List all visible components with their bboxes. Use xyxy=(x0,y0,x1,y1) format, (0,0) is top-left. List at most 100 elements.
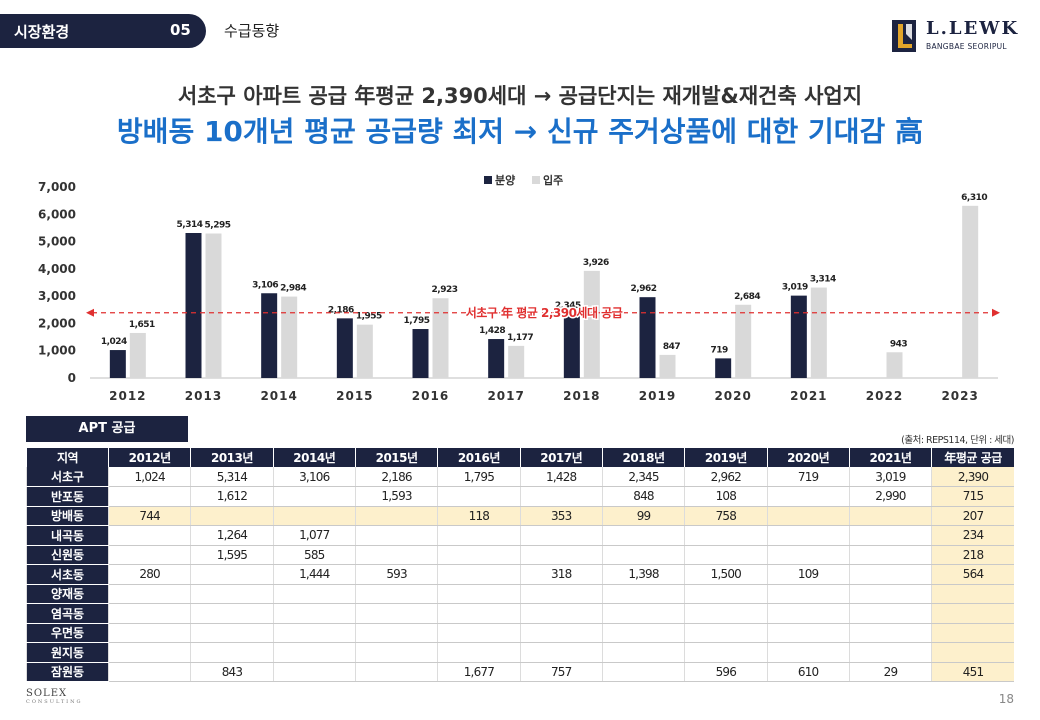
value-cell: 1,595 xyxy=(190,545,274,565)
header-column: 2015년 xyxy=(354,448,438,467)
table-row: 우면동 xyxy=(26,623,1014,643)
value-cell xyxy=(190,623,274,643)
bar-value-label: 2,186 xyxy=(328,305,354,315)
value-cell xyxy=(437,623,521,643)
value-cell: 2,962 xyxy=(684,467,767,487)
bar-bunyang xyxy=(715,358,732,378)
average-cell: 564 xyxy=(931,564,1014,585)
value-cell xyxy=(354,545,438,565)
average-cell: 207 xyxy=(931,506,1014,526)
bar-ipju xyxy=(205,233,222,378)
value-cell xyxy=(766,486,850,507)
value-cell: 1,795 xyxy=(437,467,521,487)
average-label: 서초구 年 평균 2,390세대 공급 xyxy=(466,305,623,320)
value-cell: 610 xyxy=(766,662,850,682)
table-row: 신원동 1,595 585 218 xyxy=(26,545,1014,565)
value-cell xyxy=(848,545,932,565)
apt-supply-table: 지역 2012년 2013년 2014년 2015년 2016년 2017년 2018년 201… xyxy=(26,448,1014,682)
bar-value-label: 1,955 xyxy=(356,312,382,322)
value-cell xyxy=(190,506,274,526)
value-cell: 848 xyxy=(601,486,685,507)
section-title: 시장환경 xyxy=(14,23,70,41)
header-column: 2018년 xyxy=(601,448,685,467)
value-cell: 1,264 xyxy=(190,525,274,546)
y-tick-label: 5,000 xyxy=(38,235,76,249)
region-cell: 서초동 xyxy=(26,564,109,585)
bar-value-label: 1,177 xyxy=(507,333,533,343)
value-cell xyxy=(519,642,603,663)
y-tick-label: 4,000 xyxy=(38,262,76,276)
bar-value-label: 1,428 xyxy=(479,326,505,336)
table-row: 잠원동 843 1,677 757 596 610 29 451 xyxy=(26,662,1014,682)
value-cell: 2,990 xyxy=(848,486,932,507)
value-cell xyxy=(766,545,850,565)
value-cell xyxy=(437,564,521,585)
value-cell xyxy=(437,603,521,624)
x-tick-label: 2021 xyxy=(790,389,827,403)
bar-bunyang xyxy=(185,233,202,378)
table-row: 내곡동 1,264 1,077 234 xyxy=(26,525,1014,546)
apt-supply-tag: APT 공급 xyxy=(26,416,188,442)
value-cell: 585 xyxy=(272,545,356,565)
value-cell: 758 xyxy=(684,506,767,526)
value-cell: 2,186 xyxy=(354,467,438,487)
bar-ipju xyxy=(583,270,600,378)
average-arrow-right xyxy=(992,308,1000,317)
bar-value-label: 943 xyxy=(890,339,908,349)
value-cell xyxy=(684,525,767,546)
brand-subname: BANGBAE SEORIPUL xyxy=(926,42,1007,51)
bar-ipju xyxy=(886,352,903,378)
header-column: 2020년 xyxy=(766,448,850,467)
x-tick-label: 2019 xyxy=(639,389,676,403)
value-cell xyxy=(190,603,274,624)
bar-value-label: 2,923 xyxy=(432,285,458,295)
value-cell xyxy=(766,506,850,526)
bar-bunyang xyxy=(563,314,580,378)
bar-value-label: 1,651 xyxy=(129,320,155,330)
header-region: 지역 xyxy=(26,448,109,467)
brand-mark-icon xyxy=(892,20,916,52)
value-cell: 2,345 xyxy=(601,467,685,487)
table-row: 서초구 1,024 5,314 3,106 2,186 1,795 1,428 2,345 2,… xyxy=(26,467,1014,487)
page-number: 18 xyxy=(998,692,1014,706)
value-cell: 3,019 xyxy=(848,467,932,487)
value-cell xyxy=(354,642,438,663)
value-cell xyxy=(684,545,767,565)
value-cell xyxy=(519,525,603,546)
value-cell: 1,428 xyxy=(519,467,603,487)
average-cell: 234 xyxy=(931,525,1014,546)
average-arrow-left xyxy=(86,308,94,317)
value-cell xyxy=(519,545,603,565)
value-cell xyxy=(107,603,191,624)
header-column: 2016년 xyxy=(437,448,521,467)
x-tick-label: 2017 xyxy=(487,389,524,403)
header-column: 年평균 공급 xyxy=(931,448,1014,467)
region-cell: 원지동 xyxy=(26,642,109,663)
value-cell xyxy=(107,486,191,507)
average-cell xyxy=(931,603,1014,624)
bar-bunyang xyxy=(412,329,429,378)
average-cell xyxy=(931,623,1014,643)
value-cell xyxy=(272,642,356,663)
table-row: 염곡동 xyxy=(26,603,1014,624)
value-cell xyxy=(601,545,685,565)
value-cell: 109 xyxy=(766,564,850,585)
value-cell xyxy=(354,584,438,604)
x-tick-label: 2014 xyxy=(260,389,297,403)
value-cell: 1,677 xyxy=(437,662,521,682)
value-cell xyxy=(354,623,438,643)
value-cell xyxy=(601,642,685,663)
value-cell: 1,612 xyxy=(190,486,274,507)
value-cell: 1,398 xyxy=(601,564,685,585)
x-tick-label: 2023 xyxy=(941,389,978,403)
value-cell xyxy=(519,603,603,624)
x-tick-label: 2015 xyxy=(336,389,373,403)
footer-logo: SOLEX CONSULTING xyxy=(26,688,83,705)
value-cell xyxy=(766,623,850,643)
value-cell xyxy=(684,642,767,663)
brand-name: L.LEWK xyxy=(926,18,1020,39)
average-cell: 2,390 xyxy=(931,467,1014,487)
value-cell: 29 xyxy=(848,662,932,682)
region-cell: 우면동 xyxy=(26,623,109,643)
y-tick-label: 3,000 xyxy=(38,289,76,303)
